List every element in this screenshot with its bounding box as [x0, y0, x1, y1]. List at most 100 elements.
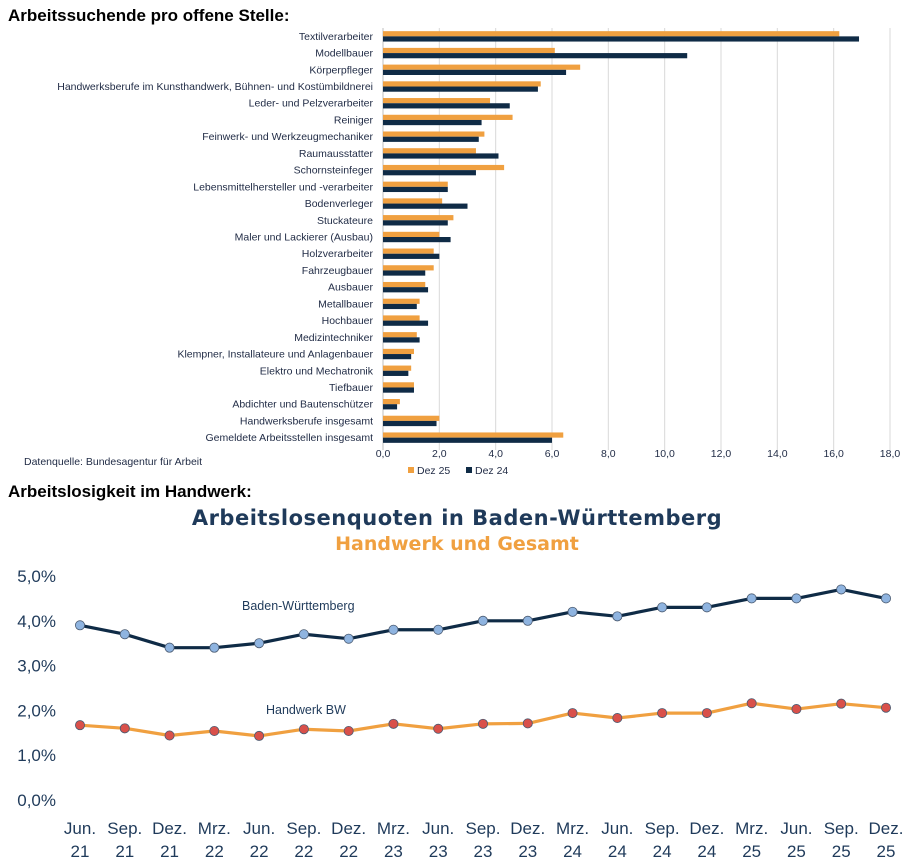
category-label: Reiniger: [334, 114, 374, 126]
bar-dez25: [383, 131, 485, 137]
x-tick-label-month: Dez.: [331, 819, 366, 838]
category-label: Körperpfleger: [309, 64, 373, 76]
bar-dez24: [383, 420, 437, 427]
x-tick-label-year: 25: [877, 842, 896, 861]
x-tick-label-month: Jun.: [601, 819, 633, 838]
category-label: Hochbauer: [322, 315, 374, 327]
x-tick-label: 8,0: [601, 448, 616, 460]
x-tick-label: 12,0: [711, 448, 732, 460]
bar-dez24: [383, 119, 482, 126]
category-label: Fahrzeugbauer: [302, 265, 374, 277]
point-bw: [657, 602, 668, 613]
bar-dez24: [383, 153, 499, 159]
bar-dez24: [383, 303, 417, 310]
point-handwerk: [612, 713, 623, 724]
bar-dez24: [383, 69, 567, 75]
point-handwerk: [119, 723, 130, 734]
point-handwerk: [164, 730, 175, 741]
bar-dez24: [383, 86, 538, 92]
bar-dez25: [383, 47, 555, 54]
category-label: Stuckateure: [317, 215, 373, 227]
x-tick-label-year: 22: [294, 842, 313, 861]
x-tick-label-year: 25: [742, 842, 761, 861]
bar-dez24: [383, 53, 688, 59]
category-label: Textilverarbeiter: [299, 31, 374, 43]
category-label: Medizintechniker: [294, 332, 373, 344]
bar-dez24: [383, 136, 479, 142]
bar-dez25: [383, 31, 840, 37]
bar-dez24: [383, 237, 451, 243]
bar-dez24: [383, 404, 398, 410]
x-tick-label-year: 23: [429, 842, 448, 861]
bar-dez25: [383, 181, 448, 187]
point-bw: [209, 642, 220, 653]
point-bw: [433, 624, 444, 635]
x-tick-label-month: Jun.: [422, 819, 454, 838]
point-handwerk: [657, 708, 668, 719]
y-tick-label: 2,0%: [17, 701, 56, 720]
bar-dez24: [383, 370, 409, 376]
point-handwerk: [75, 720, 86, 731]
category-label: Handwerksberufe insgesamt: [240, 415, 373, 427]
x-tick-label-year: 23: [474, 842, 493, 861]
point-bw: [119, 629, 130, 640]
x-tick-label-year: 21: [71, 842, 90, 861]
bar-dez24: [383, 203, 468, 209]
bar-dez25: [383, 215, 454, 221]
x-tick-label-month: Sep.: [466, 819, 501, 838]
bar-dez24: [383, 103, 510, 109]
bar-dez25: [383, 281, 426, 288]
bar-dez24: [383, 270, 426, 276]
chart-title: Arbeitslosenquoten in Baden-Württemberg: [192, 506, 722, 530]
bar-dez24: [383, 36, 860, 42]
point-handwerk: [298, 724, 309, 735]
x-tick-label: 10,0: [654, 448, 675, 460]
x-tick-label-month: Sep.: [824, 819, 859, 838]
x-tick-label-month: Mrz.: [735, 819, 768, 838]
point-bw: [701, 602, 712, 613]
x-tick-label-month: Dez.: [152, 819, 187, 838]
point-bw: [75, 620, 86, 631]
bar-dez25: [383, 231, 440, 237]
point-bw: [612, 611, 623, 622]
bar-dez25: [383, 64, 581, 70]
bar-dez24: [383, 437, 552, 443]
x-tick-label-month: Jun.: [780, 819, 812, 838]
y-tick-label: 5,0%: [17, 567, 56, 586]
bar-dez24: [383, 287, 429, 293]
series-label-bw: Baden-Württemberg: [242, 599, 355, 613]
category-label: Klempner, Installateure und Anlagenbauer: [177, 349, 373, 361]
line-section-heading: Arbeitslosigkeit im Handwerk:: [8, 482, 252, 501]
x-tick-label-year: 22: [339, 842, 358, 861]
x-tick-label: 16,0: [823, 448, 844, 460]
category-label: Tiefbauer: [329, 382, 373, 394]
category-label: Maler und Lackierer (Ausbau): [235, 232, 373, 244]
bar-dez24: [383, 170, 476, 176]
data-source-note: Datenquelle: Bundesagentur für Arbeit: [24, 456, 202, 468]
point-handwerk: [209, 726, 220, 737]
x-tick-label-month: Mrz.: [377, 819, 410, 838]
category-label: Ausbauer: [328, 282, 373, 294]
category-label: Handwerksberufe im Kunsthandwerk, Bühnen…: [57, 81, 373, 93]
bar-dez25: [383, 298, 420, 304]
bar-dez25: [383, 315, 420, 321]
x-tick-label-year: 25: [832, 842, 851, 861]
bar-dez25: [383, 198, 443, 204]
x-tick-label-month: Sep.: [645, 819, 680, 838]
point-handwerk: [881, 702, 892, 713]
point-handwerk: [836, 698, 847, 709]
bar-dez24: [383, 186, 448, 193]
bar-dez24: [383, 337, 420, 343]
y-tick-label: 1,0%: [17, 746, 56, 765]
bar-dez24: [383, 354, 412, 360]
y-tick-label: 4,0%: [17, 612, 56, 631]
x-tick-label: 2,0: [432, 448, 447, 460]
category-label: Modellbauer: [315, 48, 373, 60]
category-label: Feinwerk- und Werkzeugmechaniker: [202, 131, 373, 143]
bar-dez25: [383, 332, 417, 338]
bar-dez24: [383, 387, 414, 393]
x-tick-label-year: 21: [160, 842, 179, 861]
x-tick-label-month: Sep.: [107, 819, 142, 838]
x-tick-label-year: 21: [115, 842, 134, 861]
category-label: Metallbauer: [318, 298, 373, 310]
